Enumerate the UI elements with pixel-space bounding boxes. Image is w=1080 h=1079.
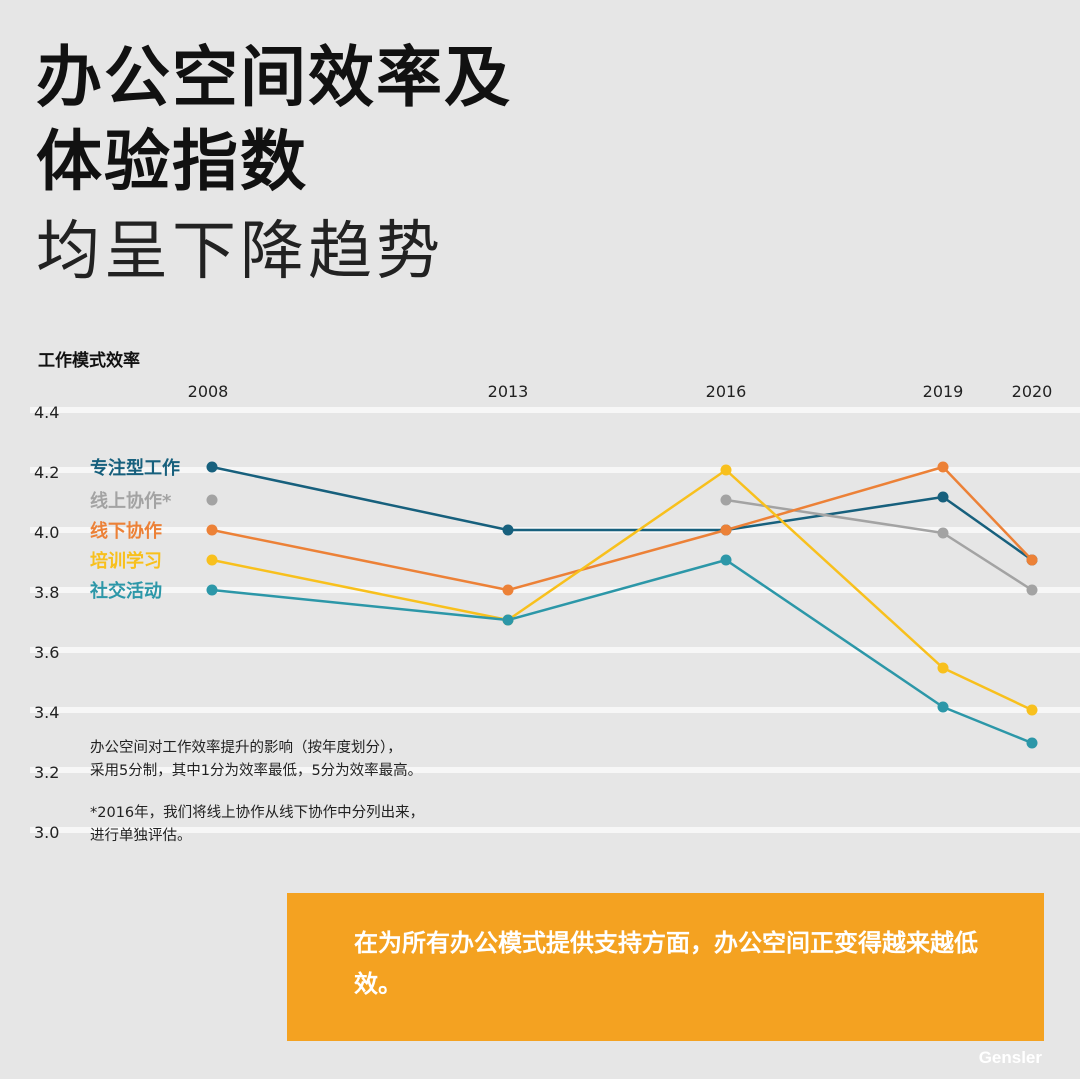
data-point bbox=[1026, 554, 1038, 566]
footnote-line-1: *2016年，我们将线上协作从线下协作中分列出来， bbox=[90, 805, 425, 821]
y-axis-title: 工作模式效率 bbox=[38, 351, 140, 371]
x-tick-label: 2013 bbox=[488, 382, 529, 401]
y-tick-label: 3.4 bbox=[34, 703, 59, 722]
data-point bbox=[720, 464, 732, 476]
legend-label: 线下协作 bbox=[90, 520, 162, 542]
data-point bbox=[1026, 704, 1038, 716]
legend-marker bbox=[206, 494, 218, 506]
data-point bbox=[937, 527, 949, 539]
legend-label: 社交活动 bbox=[90, 580, 162, 602]
callout-box: 在为所有办公模式提供支持方面，办公空间正变得越来越低效。 bbox=[287, 893, 1044, 1041]
gridline bbox=[30, 407, 1080, 413]
scale-note-line-2: 采用5分制，其中1分为效率最低，5分为效率最高。 bbox=[90, 763, 423, 779]
data-point bbox=[937, 491, 949, 503]
data-point bbox=[720, 524, 732, 536]
y-tick-label: 4.0 bbox=[34, 523, 59, 542]
data-point bbox=[502, 614, 514, 626]
data-point bbox=[1026, 584, 1038, 596]
legend-label: 专注型工作 bbox=[90, 457, 180, 479]
footnote: *2016年，我们将线上协作从线下协作中分列出来， 进行单独评估。 bbox=[90, 802, 424, 848]
data-point bbox=[937, 461, 949, 473]
y-tick-label: 3.0 bbox=[34, 823, 59, 842]
gridline bbox=[30, 647, 1080, 653]
title-line-2: 体验指数 bbox=[36, 123, 308, 200]
series-line bbox=[211, 465, 1033, 562]
data-point bbox=[720, 494, 732, 506]
x-tick-label: 2016 bbox=[706, 382, 747, 401]
data-point bbox=[206, 554, 218, 566]
data-point bbox=[206, 461, 218, 473]
scale-note-line-1: 办公空间对工作效率提升的影响（按年度划分）， bbox=[90, 740, 402, 756]
x-tick-label: 2020 bbox=[1012, 382, 1053, 401]
gridline bbox=[30, 467, 1080, 473]
footnote-line-2: 进行单独评估。 bbox=[90, 828, 192, 844]
legend-label: 培训学习 bbox=[90, 550, 162, 572]
y-tick-label: 3.2 bbox=[34, 763, 59, 782]
data-point bbox=[1026, 737, 1038, 749]
callout-text: 在为所有办公模式提供支持方面，办公空间正变得越来越低效。 bbox=[354, 929, 978, 998]
y-tick-label: 3.8 bbox=[34, 583, 59, 602]
x-tick-label: 2019 bbox=[923, 382, 964, 401]
data-point bbox=[206, 524, 218, 536]
data-point bbox=[206, 584, 218, 596]
scale-note: 办公空间对工作效率提升的影响（按年度划分）， 采用5分制，其中1分为效率最低，5… bbox=[90, 737, 422, 783]
y-tick-label: 4.4 bbox=[34, 403, 59, 422]
data-point bbox=[720, 554, 732, 566]
brand-logo: Gensler bbox=[978, 1048, 1042, 1067]
gridline bbox=[30, 827, 1080, 833]
data-point bbox=[502, 584, 514, 596]
gridline bbox=[30, 767, 1080, 773]
title-subline: 均呈下降趋势 bbox=[36, 215, 444, 289]
data-point bbox=[937, 662, 949, 674]
data-point bbox=[937, 701, 949, 713]
title-line-1: 办公空间效率及 bbox=[36, 39, 512, 116]
gridline bbox=[30, 707, 1080, 713]
y-tick-label: 4.2 bbox=[34, 463, 59, 482]
data-point bbox=[502, 524, 514, 536]
x-tick-label: 2008 bbox=[188, 382, 229, 401]
gridline bbox=[30, 587, 1080, 593]
y-tick-label: 3.6 bbox=[34, 643, 59, 662]
legend-label: 线上协作* bbox=[90, 490, 172, 512]
